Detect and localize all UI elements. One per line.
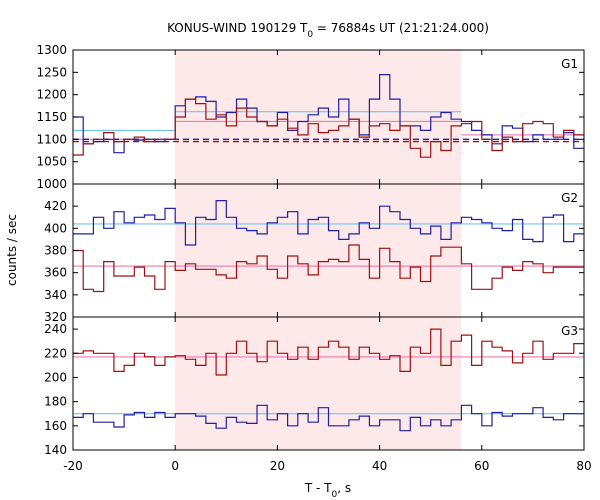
y-tick-label: 360 [44, 266, 67, 280]
y-tick-label: 140 [44, 443, 67, 457]
x-tick-label: -20 [63, 459, 83, 473]
series-step-blue [73, 200, 584, 246]
y-tick-label: 240 [44, 322, 67, 336]
y-tick-label: 180 [44, 395, 67, 409]
series-step-red [73, 98, 584, 158]
y-tick-label: 220 [44, 346, 67, 360]
panel-g3: 140 160 180 200 220 240 G3 [44, 316, 585, 457]
chart-title: KONUS-WIND 190129 T0 = 76884s UT (21:21:… [167, 21, 489, 40]
y-tick-label: 1000 [36, 177, 67, 191]
panel-frame [72, 316, 585, 451]
panel-label: G3 [561, 324, 578, 338]
panel-g2: 320 340 360 380 400 420 G2 [44, 183, 585, 324]
y-tick-label: 1200 [36, 88, 67, 102]
panel-g1: 1000 1050 1100 1150 1200 1250 1300 G1 [36, 43, 585, 191]
x-tick-label: 80 [576, 459, 591, 473]
y-tick-label: 160 [44, 419, 67, 433]
y-tick-label: 1150 [36, 110, 67, 124]
series-step-red [73, 328, 584, 376]
series-step-red [73, 244, 584, 293]
y-tick-label: 380 [44, 244, 67, 258]
y-tick-label: 340 [44, 288, 67, 302]
x-tick-label: 40 [372, 459, 387, 473]
panels-group: 1000105011001150120012501300G13203403603… [36, 43, 591, 473]
y-tick-label: 1250 [36, 65, 67, 79]
y-tick-label: 420 [44, 199, 67, 213]
y-tick-label: 400 [44, 221, 67, 235]
panel-label: G2 [561, 191, 578, 205]
x-tick-label: 20 [270, 459, 285, 473]
panel-label: G1 [561, 57, 578, 71]
x-tick-label: 0 [171, 459, 179, 473]
y-tick-label: 1100 [36, 132, 67, 146]
series-step-blue [73, 404, 584, 432]
y-tick-label: 1050 [36, 155, 67, 169]
x-tick-label: 60 [474, 459, 489, 473]
x-axis-label: T - T0, s [304, 481, 351, 500]
y-tick-label: 1300 [36, 43, 67, 57]
y-tick-label: 320 [44, 310, 67, 324]
y-tick-label: 200 [44, 370, 67, 384]
y-axis-label: counts / sec [5, 214, 19, 286]
